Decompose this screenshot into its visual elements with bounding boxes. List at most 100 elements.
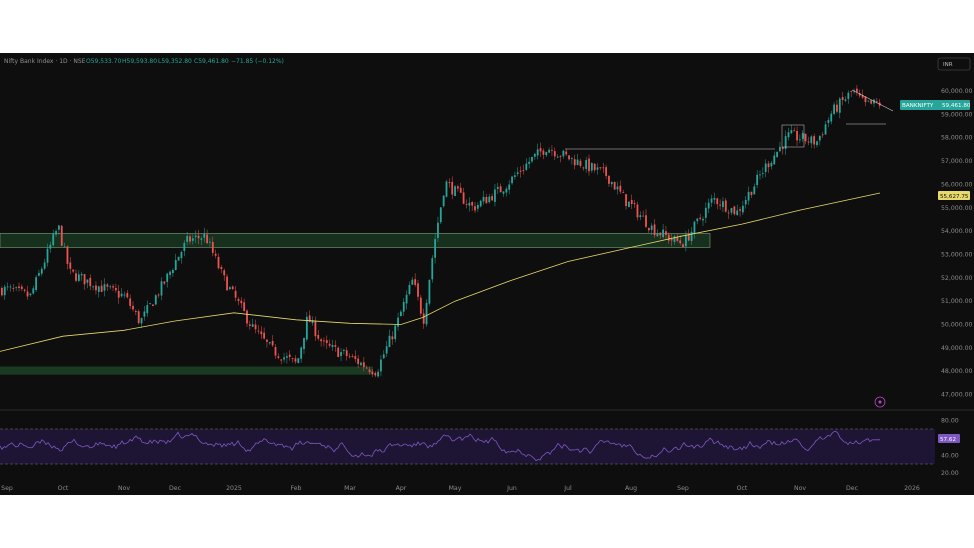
candle: [844, 96, 847, 103]
time-axis[interactable]: Sep Oct Nov Dec 2025 Feb Mar Apr May Jun Jul Aug Sep…: [1, 485, 920, 492]
currency-badge[interactable]: INR: [937, 57, 971, 71]
candle: [365, 365, 368, 369]
support-zones: [0, 233, 711, 375]
candle: [568, 155, 570, 161]
candle: [60, 224, 63, 247]
rsi-tag-value: 57.62: [940, 437, 956, 443]
candle: [58, 224, 60, 235]
candle: [733, 205, 736, 216]
candle: [556, 154, 559, 158]
candle: [348, 353, 351, 359]
candle: [525, 158, 528, 171]
candle: [191, 234, 194, 245]
price-tick-label: 50,000.00: [941, 322, 973, 329]
candle: [764, 159, 767, 178]
candle: [280, 358, 283, 365]
candle: [211, 236, 214, 257]
candle: [109, 284, 112, 290]
candle: [687, 229, 690, 242]
candle: [784, 130, 787, 155]
candle: [502, 191, 505, 197]
candle: [496, 182, 499, 194]
candle: [97, 285, 100, 298]
candle: [18, 282, 20, 292]
candle: [160, 277, 163, 301]
candle: [271, 335, 274, 348]
candle: [727, 209, 730, 220]
candle: [770, 160, 773, 170]
time-tick-label: Jul: [563, 485, 572, 492]
time-tick-label: Sep: [1, 485, 13, 492]
rsi-tick-label: 80.00: [941, 417, 959, 424]
chart-svg[interactable]: Nifty Bank Index · 1D · NSE O59,533.70 H…: [0, 53, 974, 495]
candle: [622, 189, 625, 193]
candle: [645, 209, 647, 229]
candle: [476, 202, 479, 213]
candle: [112, 284, 114, 292]
candle: [702, 216, 704, 227]
price-tick-label: 53,000.00: [941, 251, 973, 258]
candle: [115, 283, 117, 293]
candle: [46, 243, 49, 267]
candle: [380, 354, 382, 377]
candle: [55, 229, 57, 237]
consolidation-box: [781, 124, 805, 148]
candle: [813, 133, 816, 149]
candle: [240, 297, 243, 308]
candle: [696, 217, 699, 225]
candle: [724, 198, 727, 213]
candle: [428, 279, 431, 306]
candle: [323, 337, 325, 347]
candle: [157, 293, 160, 299]
candle: [665, 225, 667, 239]
ma-tag-value: 55,627.75: [940, 194, 969, 200]
chart-title: Nifty Bank Index · 1D · NSE: [4, 58, 86, 65]
price-tick-label: 56,000.00: [941, 181, 973, 188]
currency-label: INR: [943, 62, 953, 68]
candle: [542, 148, 545, 160]
candle: [673, 234, 676, 245]
candle: [599, 167, 602, 171]
candle: [331, 339, 334, 351]
candle: [288, 350, 291, 361]
candle: [516, 167, 519, 177]
candle: [197, 229, 200, 245]
candle: [63, 242, 66, 248]
candle: [588, 154, 590, 176]
candle: [707, 198, 710, 214]
price-tag-symbol: BANKNIFTY: [902, 103, 934, 109]
candle: [169, 270, 171, 279]
candle: [816, 140, 818, 148]
candle: [340, 348, 342, 362]
candle: [206, 229, 208, 244]
candle: [254, 319, 257, 334]
candle: [35, 274, 37, 293]
candle: [305, 312, 308, 342]
candle: [873, 98, 875, 108]
candle: [750, 191, 753, 199]
candle: [405, 290, 408, 310]
candle: [100, 280, 103, 293]
candle: [126, 290, 129, 299]
price-axis[interactable]: 47,000.00 48,000.00 49,000.00 50,000.00 51,0…: [941, 88, 973, 399]
candle: [548, 147, 550, 153]
candle: [177, 256, 180, 261]
candle: [351, 354, 354, 358]
candle: [445, 179, 448, 198]
candle: [870, 100, 873, 105]
candle: [129, 294, 132, 310]
candle: [189, 233, 191, 245]
candle: [40, 266, 43, 277]
candle: [613, 181, 616, 190]
candle: [582, 166, 585, 171]
candle: [80, 271, 83, 281]
price-tick-label: 47,000.00: [941, 392, 973, 399]
candle: [223, 268, 226, 281]
alert-icon[interactable]: [874, 396, 886, 408]
chart-frame[interactable]: Nifty Bank Index · 1D · NSE O59,533.70 H…: [0, 53, 974, 495]
candle: [656, 229, 659, 237]
candle: [297, 357, 300, 364]
candle: [647, 227, 650, 234]
candle: [174, 253, 177, 271]
